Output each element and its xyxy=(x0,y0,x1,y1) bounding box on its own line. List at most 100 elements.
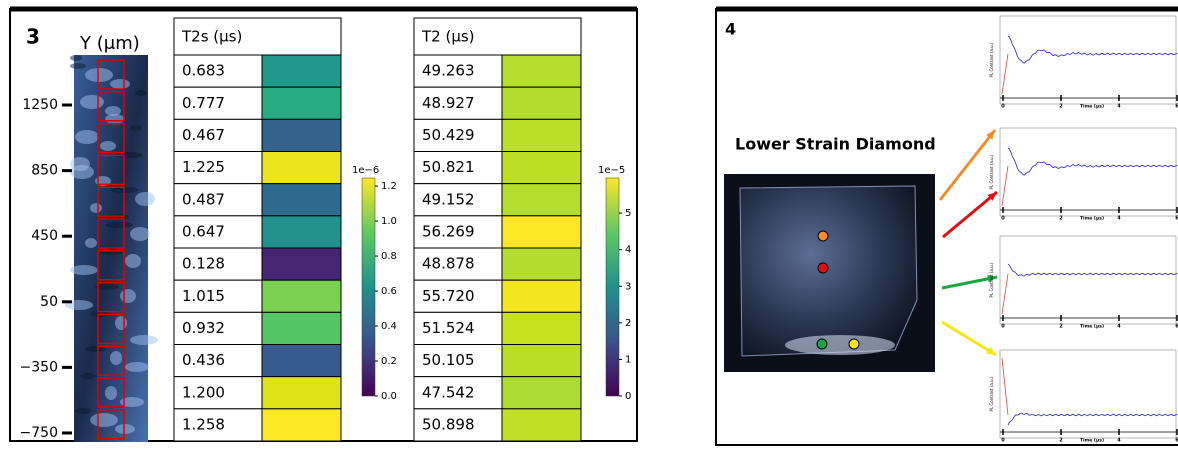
table-value: 47.542 xyxy=(422,383,475,401)
color-cell xyxy=(262,280,341,312)
x-axis-label: Time (μs) xyxy=(1080,104,1104,110)
x-tick-label: 2 xyxy=(1059,216,1063,222)
color-cell xyxy=(502,152,581,184)
diamond-highlight xyxy=(785,335,895,355)
x-tick-label: 0 xyxy=(1001,324,1005,330)
image-texture xyxy=(75,408,91,414)
table-value: 56.269 xyxy=(422,222,475,240)
x-tick-label: 0 xyxy=(1001,104,1005,110)
image-texture xyxy=(105,114,125,124)
colorbar-tick-label: 0.8 xyxy=(381,251,397,262)
x-tick-label: 4 xyxy=(1117,216,1121,222)
table-value: 1.258 xyxy=(182,415,225,433)
image-texture xyxy=(80,373,96,379)
table-value: 55.720 xyxy=(422,287,475,305)
plot-frame xyxy=(1000,236,1176,324)
image-texture xyxy=(130,335,158,345)
y-tick-label: −350 xyxy=(20,359,58,375)
colorbar-tick-label: 1.2 xyxy=(381,181,397,192)
table-value: 0.128 xyxy=(182,255,225,273)
colorbar-tick-label: 1 xyxy=(625,354,631,365)
colorbar-tick-label: 1.0 xyxy=(381,216,397,227)
x-tick-label: 2 xyxy=(1059,438,1063,444)
image-texture xyxy=(70,265,98,275)
color-cell xyxy=(502,312,581,344)
table-value: 48.878 xyxy=(422,255,475,273)
x-axis-label: Time (μs) xyxy=(1080,324,1104,330)
table-value: 0.932 xyxy=(182,319,225,337)
image-texture xyxy=(100,141,116,151)
image-texture xyxy=(70,55,82,61)
color-cell xyxy=(262,119,341,151)
colorbar-tick-label: 0.6 xyxy=(381,286,397,297)
color-cell xyxy=(262,216,341,248)
x-tick-label: 4 xyxy=(1117,324,1121,330)
sample-title: Lower Strain Diamond xyxy=(735,135,936,154)
image-texture xyxy=(125,254,141,268)
colorbar xyxy=(362,178,375,396)
colorbar-tick-label: 0.0 xyxy=(381,391,397,402)
x-tick-label: 2 xyxy=(1059,324,1063,330)
table-value: 48.927 xyxy=(422,94,475,112)
table-value: 1.015 xyxy=(182,287,225,305)
table-value: 0.683 xyxy=(182,62,225,80)
color-cell xyxy=(502,377,581,409)
color-cell xyxy=(502,216,581,248)
color-cell xyxy=(502,409,581,441)
image-texture xyxy=(70,63,86,69)
image-texture xyxy=(125,362,149,372)
color-cell xyxy=(262,377,341,409)
red-point xyxy=(818,263,828,273)
arrow xyxy=(940,130,995,200)
image-texture xyxy=(135,90,147,96)
color-cell xyxy=(502,87,581,119)
colorbar-tick-label: 2 xyxy=(625,318,631,329)
x-tick-label: 2 xyxy=(1059,104,1063,110)
image-texture xyxy=(115,316,127,330)
image-texture xyxy=(130,227,150,241)
image-texture xyxy=(130,125,142,131)
table-value: 0.647 xyxy=(182,222,225,240)
table-value: 50.105 xyxy=(422,351,475,369)
table-value: 50.898 xyxy=(422,415,475,433)
table-value: 49.152 xyxy=(422,190,475,208)
figure: 3 Y (μm) 4 Lower Strain Diamond 12508504… xyxy=(0,0,1178,451)
color-cell xyxy=(502,119,581,151)
plot-frame xyxy=(1000,16,1176,104)
colorbar-tick-label: 0 xyxy=(625,391,631,402)
y-tick-label: 1250 xyxy=(22,97,58,113)
table-value: 1.225 xyxy=(182,158,225,176)
table-value: 1.200 xyxy=(182,383,225,401)
color-cell xyxy=(262,184,341,216)
panel-label: 4 xyxy=(725,20,736,39)
image-texture xyxy=(90,203,102,213)
color-cell xyxy=(502,345,581,377)
x-tick-label: 4 xyxy=(1117,438,1121,444)
color-cell xyxy=(502,184,581,216)
image-texture xyxy=(70,165,94,179)
color-cell xyxy=(502,248,581,280)
colorbar-tick-label: 0.4 xyxy=(381,321,397,332)
axis-title: Y (μm) xyxy=(79,33,140,54)
colorbar-tick-label: 0.2 xyxy=(381,356,397,367)
table-value: 0.487 xyxy=(182,190,225,208)
image-texture xyxy=(105,222,133,228)
table-value: 0.436 xyxy=(182,351,225,369)
colorbar xyxy=(606,178,619,396)
color-cell xyxy=(262,152,341,184)
orange-point xyxy=(818,231,828,241)
green-point xyxy=(817,339,827,349)
colorbar-tick-label: 4 xyxy=(625,245,631,256)
image-texture xyxy=(80,95,104,109)
plot-frame xyxy=(1000,128,1176,216)
y-axis-label: PL Contrast (a.u.) xyxy=(989,262,994,297)
plot-frame xyxy=(1000,350,1176,438)
x-tick-label: 4 xyxy=(1117,104,1121,110)
y-axis-label: PL Contrast (a.u.) xyxy=(989,154,994,189)
diamond-image xyxy=(740,186,917,356)
yellow-point xyxy=(849,339,859,349)
color-cell xyxy=(262,409,341,441)
image-texture xyxy=(115,424,135,434)
color-cell xyxy=(262,87,341,119)
table-value: 0.777 xyxy=(182,94,225,112)
